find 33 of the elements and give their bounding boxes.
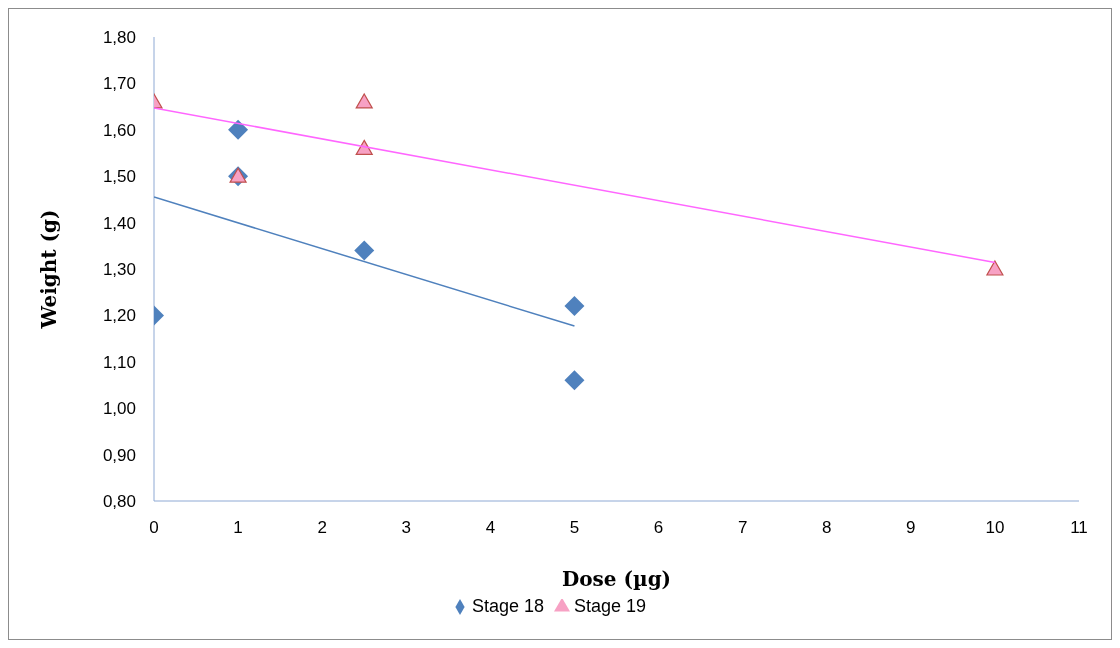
x-tick-label: 2	[317, 518, 327, 538]
y-axis-title: Weight (g)	[37, 209, 62, 330]
x-tick-label: 8	[821, 518, 832, 538]
y-tick-label: 1,40	[102, 213, 136, 233]
point	[228, 119, 249, 140]
x-tick-label: 3	[401, 518, 412, 538]
x-tick-label: 6	[653, 518, 664, 538]
point	[564, 370, 585, 391]
y-tick-label: 1,50	[102, 167, 136, 187]
y-tick-label: 1,60	[102, 120, 136, 140]
point	[355, 93, 373, 109]
y-tick-label: 1,00	[102, 399, 136, 419]
point	[986, 260, 1004, 276]
x-tick-label: 5	[569, 518, 580, 538]
y-tick-label: 1,80	[102, 28, 136, 48]
point	[564, 296, 585, 317]
y-tick-label: 1,30	[102, 260, 136, 280]
x-tick-label: 11	[1070, 518, 1088, 538]
x-tick-label: 1	[233, 518, 243, 538]
legend-label: Stage 18	[471, 596, 544, 616]
legend-label: Stage 19	[574, 596, 647, 616]
x-tick-label: 9	[906, 518, 916, 538]
x-axis-title: Dose (µg)	[561, 567, 672, 591]
x-tick-label: 10	[985, 518, 1005, 538]
y-tick-label: 1,10	[102, 352, 136, 372]
y-tick-label: 1,20	[102, 306, 136, 326]
point	[354, 240, 375, 261]
y-tick-label: 0,80	[102, 492, 136, 512]
y-tick-label: 1,70	[102, 74, 136, 94]
y-tick-label: 0,90	[102, 445, 136, 465]
x-tick-label: 4	[485, 518, 496, 538]
x-tick-label: 0	[149, 518, 159, 538]
x-tick-label: 7	[737, 518, 748, 538]
